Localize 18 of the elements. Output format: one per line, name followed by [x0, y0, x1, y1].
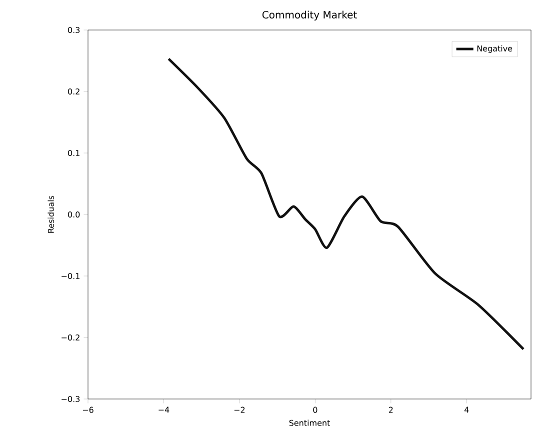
y-tick-label: 0.2	[68, 88, 80, 95]
x-tick-label: 2	[388, 406, 393, 413]
y-tick-label: −0.2	[62, 334, 80, 341]
legend-label: Negative	[477, 45, 512, 54]
x-tick-label: −4	[158, 406, 170, 413]
y-tick-label: 0.0	[68, 211, 80, 218]
y-tick-label: −0.1	[62, 272, 80, 280]
y-tick-label: −0.3	[62, 396, 80, 402]
line-series	[167, 58, 525, 350]
y-tick-label: 0.3	[68, 26, 80, 34]
x-tick-label: 4	[464, 406, 469, 413]
chart-title: Commodity Market	[262, 10, 357, 20]
x-tick-label: 0	[313, 406, 318, 413]
x-tick-label: −2	[234, 406, 245, 413]
x-tick-label: −6	[82, 406, 94, 413]
y-tick-label: 0.1	[68, 150, 80, 156]
y-axis-title: Residuals	[48, 196, 54, 233]
x-axis-title: Sentiment	[289, 420, 330, 426]
